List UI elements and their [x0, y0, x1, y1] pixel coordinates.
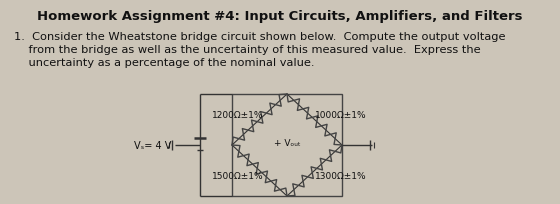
- Text: 1200Ω±1%: 1200Ω±1%: [212, 111, 263, 120]
- Text: 1300Ω±1%: 1300Ω±1%: [315, 172, 366, 181]
- Text: Vₛ= 4 V: Vₛ= 4 V: [134, 141, 172, 151]
- Text: uncertainty as a percentage of the nominal value.: uncertainty as a percentage of the nomin…: [14, 58, 315, 68]
- Text: Homework Assignment #4: Input Circuits, Amplifiers, and Filters: Homework Assignment #4: Input Circuits, …: [38, 10, 522, 23]
- Text: 1500Ω±1%: 1500Ω±1%: [212, 172, 263, 181]
- Text: from the bridge as well as the uncertainty of this measured value.  Express the: from the bridge as well as the uncertain…: [14, 45, 480, 55]
- Text: 1000Ω±1%: 1000Ω±1%: [315, 111, 366, 120]
- Bar: [232, 94, 342, 196]
- Text: 1.  Consider the Wheatstone bridge circuit shown below.  Compute the output volt: 1. Consider the Wheatstone bridge circui…: [14, 32, 506, 42]
- Text: + Vₒᵤₜ: + Vₒᵤₜ: [274, 139, 300, 147]
